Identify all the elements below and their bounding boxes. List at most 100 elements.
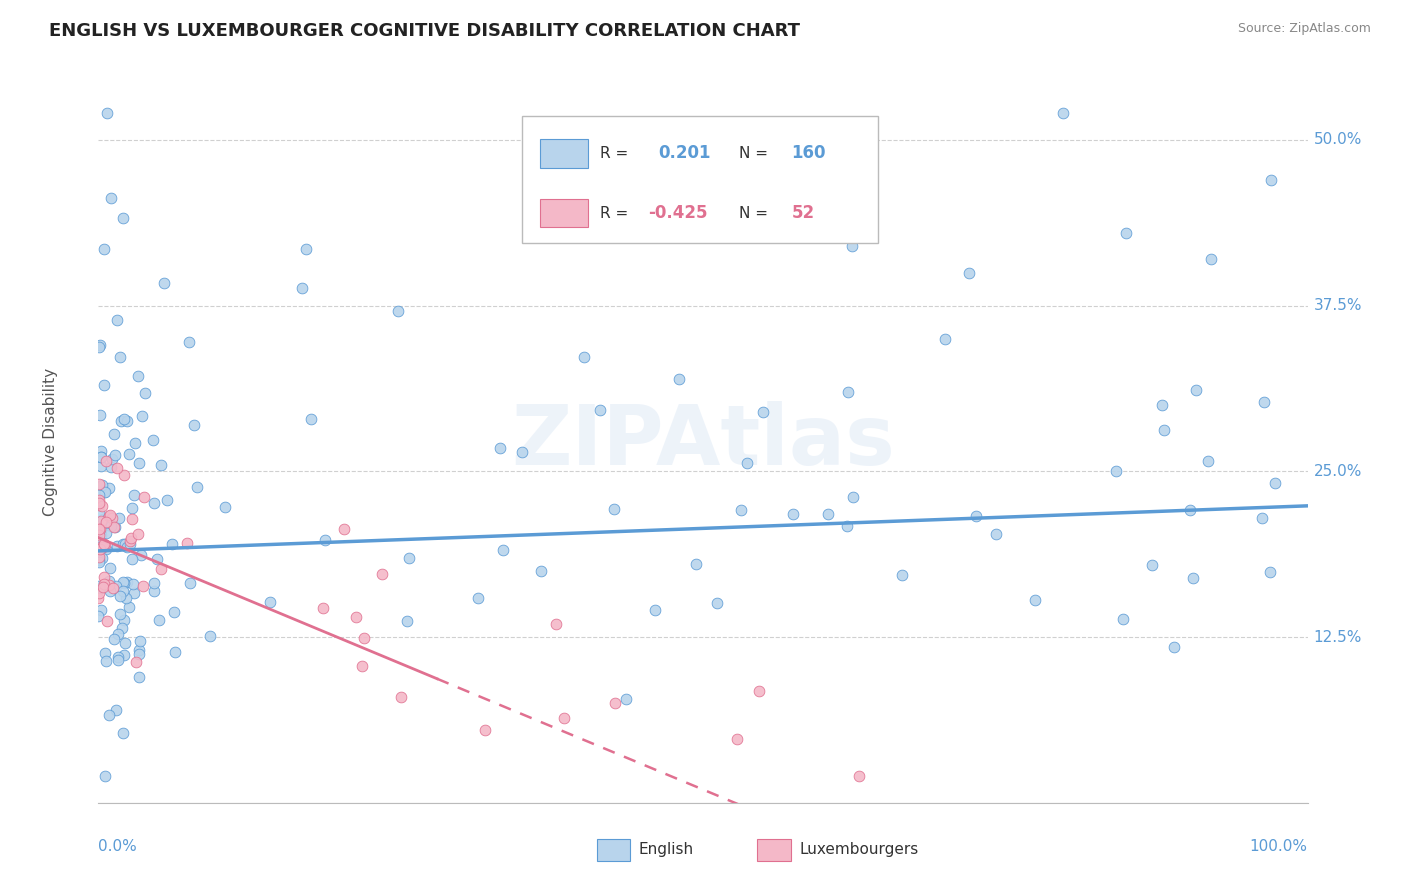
Point xyxy=(111,536,134,550)
Point xyxy=(104,520,127,534)
Point xyxy=(627,207,650,221)
Point xyxy=(603,502,626,516)
Point xyxy=(1264,476,1286,491)
Point xyxy=(91,499,114,513)
Point xyxy=(301,411,323,425)
Point xyxy=(87,476,110,491)
Point xyxy=(100,459,122,474)
Point xyxy=(163,605,186,619)
Point xyxy=(114,537,136,551)
Point xyxy=(685,557,707,571)
Point xyxy=(128,670,150,684)
Point xyxy=(128,456,150,470)
Point xyxy=(122,586,145,600)
Point xyxy=(93,377,115,392)
Point xyxy=(90,541,112,555)
Point xyxy=(87,524,110,538)
Point xyxy=(112,468,135,483)
Point xyxy=(143,575,166,590)
Point xyxy=(176,536,198,550)
Point xyxy=(725,731,748,746)
Point xyxy=(1253,395,1275,409)
Point xyxy=(112,211,135,225)
Point xyxy=(90,459,112,474)
Point xyxy=(97,509,120,524)
Point xyxy=(111,621,134,635)
Point xyxy=(121,552,143,566)
Point xyxy=(108,589,131,603)
Point xyxy=(127,527,149,541)
Point xyxy=(143,584,166,599)
Point xyxy=(110,414,132,428)
Point xyxy=(98,584,121,599)
Point xyxy=(90,443,112,458)
Point xyxy=(87,496,110,510)
Point xyxy=(122,488,145,502)
Point xyxy=(87,527,110,541)
Point xyxy=(87,591,110,605)
Point xyxy=(128,647,150,661)
Point xyxy=(91,580,114,594)
Point xyxy=(90,540,112,554)
Point xyxy=(90,603,112,617)
Text: N =: N = xyxy=(740,205,768,220)
Point xyxy=(603,696,626,710)
Point xyxy=(370,567,392,582)
Point xyxy=(100,191,122,205)
Point xyxy=(186,480,208,494)
Point xyxy=(156,493,179,508)
Point xyxy=(131,579,153,593)
Text: ENGLISH VS LUXEMBOURGER COGNITIVE DISABILITY CORRELATION CHART: ENGLISH VS LUXEMBOURGER COGNITIVE DISABI… xyxy=(49,22,800,40)
Point xyxy=(131,409,153,423)
Point xyxy=(295,242,318,256)
Point xyxy=(644,603,666,617)
Point xyxy=(90,527,112,541)
Point xyxy=(94,515,117,529)
Point xyxy=(114,635,136,649)
Point xyxy=(124,436,146,450)
Text: 52: 52 xyxy=(792,204,814,222)
Point xyxy=(489,441,512,455)
Point xyxy=(150,458,173,472)
Point xyxy=(957,266,980,280)
Point xyxy=(121,501,143,516)
Point xyxy=(104,703,127,717)
Point xyxy=(93,484,115,499)
Point xyxy=(104,448,127,462)
Point xyxy=(117,541,139,555)
Point xyxy=(589,402,612,417)
Point xyxy=(1112,612,1135,626)
Point xyxy=(145,552,167,566)
Point xyxy=(96,106,118,120)
Point xyxy=(142,434,165,448)
Point xyxy=(93,647,115,661)
Point xyxy=(93,576,115,591)
Point xyxy=(121,512,143,526)
FancyBboxPatch shape xyxy=(522,116,879,243)
Point xyxy=(389,690,412,704)
Point xyxy=(706,596,728,610)
Point xyxy=(91,550,114,565)
Point xyxy=(89,505,111,519)
Point xyxy=(122,577,145,591)
Point xyxy=(97,481,120,495)
Point xyxy=(387,303,409,318)
Point xyxy=(89,340,111,354)
Point xyxy=(90,538,112,552)
Point xyxy=(152,276,174,290)
Point xyxy=(1250,510,1272,524)
Point xyxy=(614,692,637,706)
Point xyxy=(344,610,367,624)
Point xyxy=(748,684,770,698)
Point xyxy=(1153,423,1175,437)
Point xyxy=(93,569,115,583)
Point xyxy=(782,507,804,521)
Point xyxy=(87,609,110,624)
Point xyxy=(90,450,112,465)
Point xyxy=(90,514,112,528)
Point xyxy=(179,576,201,591)
Point xyxy=(595,195,617,210)
Point xyxy=(544,617,567,632)
Point xyxy=(1152,398,1174,412)
Point xyxy=(127,369,149,384)
